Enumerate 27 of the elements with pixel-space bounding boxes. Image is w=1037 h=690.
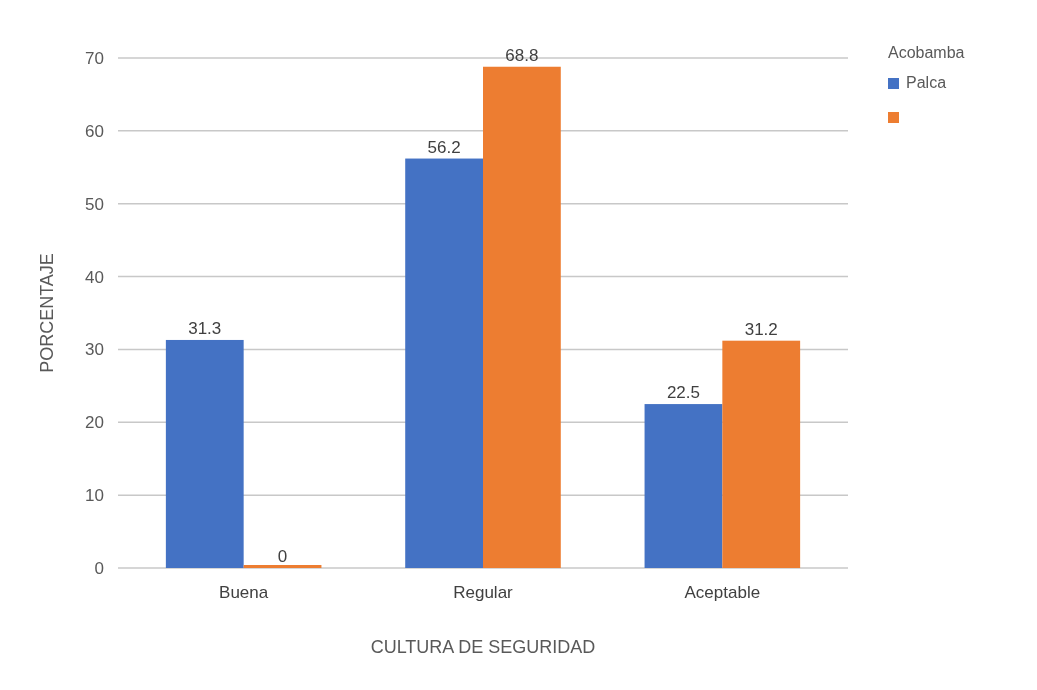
y-tick-label: 70 bbox=[85, 48, 104, 68]
bar bbox=[165, 339, 244, 568]
y-tick-label: 10 bbox=[85, 486, 104, 506]
y-tick-label: 40 bbox=[85, 267, 104, 287]
legend-title: Acobamba bbox=[888, 44, 965, 61]
y-tick-label: 0 bbox=[94, 558, 104, 578]
bar bbox=[405, 158, 483, 568]
data-label: 0 bbox=[277, 547, 288, 566]
y-tick-label: 50 bbox=[85, 194, 104, 214]
data-label: 22.5 bbox=[666, 383, 700, 403]
x-tick-label: Regular bbox=[453, 583, 514, 602]
data-label: 31.3 bbox=[188, 318, 222, 338]
y-tick-label: 30 bbox=[85, 340, 104, 360]
bar bbox=[722, 340, 801, 568]
y-tick-label: 60 bbox=[85, 121, 104, 141]
legend-label: Palca bbox=[906, 74, 947, 91]
data-label: 56.2 bbox=[427, 137, 461, 157]
y-tick-label: 20 bbox=[85, 413, 104, 433]
y-axis-title: PORCENTAJE bbox=[37, 253, 57, 373]
x-tick-label: Buena bbox=[219, 583, 269, 602]
bar bbox=[243, 565, 322, 568]
bar bbox=[483, 66, 561, 568]
x-tick-label: Aceptable bbox=[684, 583, 761, 602]
x-axis-title: CULTURA DE SEGURIDAD bbox=[370, 637, 596, 657]
data-label: 68.8 bbox=[505, 45, 539, 65]
bar bbox=[644, 404, 723, 568]
data-label: 31.2 bbox=[744, 319, 778, 339]
